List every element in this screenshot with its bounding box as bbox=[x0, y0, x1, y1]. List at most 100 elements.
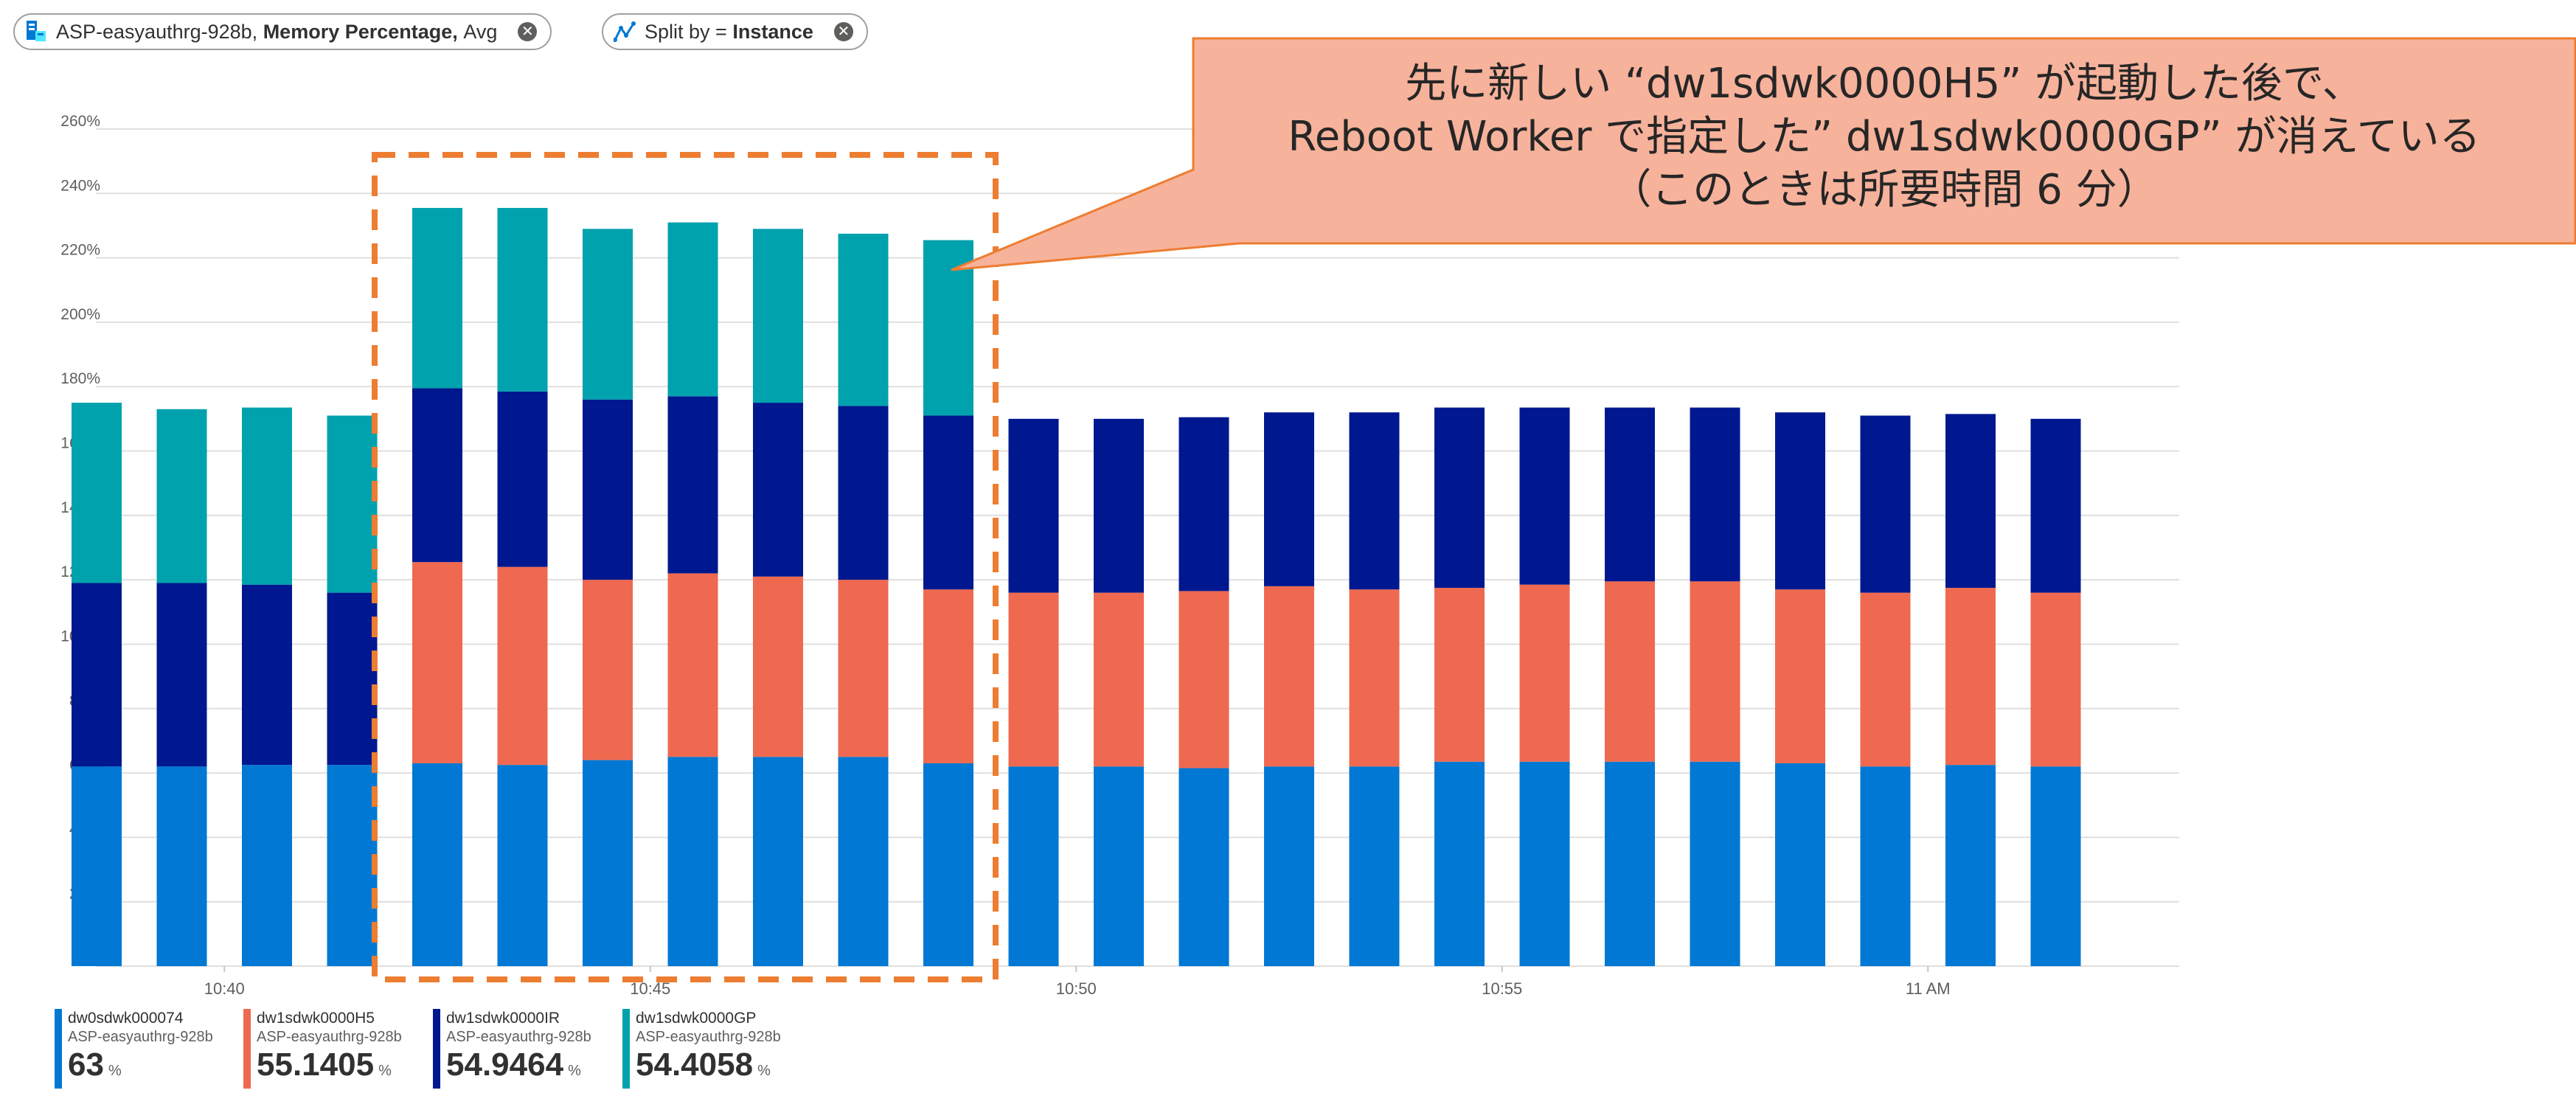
legend-swatch bbox=[55, 1009, 62, 1089]
legend-series-name: dw1sdwk0000H5 bbox=[257, 1009, 402, 1028]
bar-segment bbox=[1775, 412, 1825, 589]
legend-series-value: 63 bbox=[68, 1047, 104, 1083]
bar-segment bbox=[1350, 589, 1400, 766]
bar-segment bbox=[1179, 591, 1229, 768]
bar-segment bbox=[668, 223, 718, 397]
bar-segment bbox=[412, 763, 462, 966]
bar-segment bbox=[1775, 763, 1825, 966]
bar-segment bbox=[1264, 586, 1314, 766]
bar-segment bbox=[72, 583, 122, 767]
callout-line-1: 先に新しい “dw1sdwk0000H5” が起動した後で、 bbox=[1193, 58, 2575, 111]
x-tick-label: 10:50 bbox=[1056, 979, 1097, 998]
bar-segment bbox=[1520, 762, 1570, 966]
legend-swatch bbox=[622, 1009, 630, 1089]
legend-series-name: dw0sdwk000074 bbox=[68, 1009, 213, 1028]
bar-segment bbox=[583, 400, 633, 580]
y-tick-label: 240% bbox=[60, 177, 100, 194]
legend-item[interactable]: dw1sdwk0000GP ASP-easyauthrg-928b 54.405… bbox=[622, 1009, 781, 1089]
bar-segment bbox=[1434, 408, 1485, 588]
legend-series-resource: ASP-easyauthrg-928b bbox=[68, 1028, 213, 1046]
bar-segment bbox=[753, 229, 803, 403]
legend-unit: % bbox=[757, 1063, 771, 1079]
legend-unit: % bbox=[568, 1063, 581, 1079]
bar-segment bbox=[583, 760, 633, 966]
bar-segment bbox=[753, 757, 803, 966]
bar-segment bbox=[839, 757, 889, 966]
y-tick-label: 200% bbox=[60, 306, 100, 323]
bar-segment bbox=[1690, 408, 1740, 582]
callout-annotation: 先に新しい “dw1sdwk0000H5” が起動した後で、 Reboot Wo… bbox=[1193, 38, 2575, 245]
bar-segment bbox=[242, 765, 292, 966]
bar-segment bbox=[157, 766, 207, 966]
bar-segment bbox=[668, 573, 718, 757]
bar-segment bbox=[157, 583, 207, 767]
legend-unit: % bbox=[378, 1063, 392, 1079]
y-tick-label: 220% bbox=[60, 242, 100, 259]
bar-segment bbox=[583, 229, 633, 399]
x-tick-label: 11 AM bbox=[1906, 979, 1951, 998]
bar-segment bbox=[923, 416, 973, 590]
legend-item[interactable]: dw0sdwk000074 ASP-easyauthrg-928b 63% bbox=[55, 1009, 213, 1089]
bar-segment bbox=[1094, 419, 1144, 593]
legend-item[interactable]: dw1sdwk0000IR ASP-easyauthrg-928b 54.946… bbox=[433, 1009, 591, 1089]
callout-line-3: （このときは所要時間 6 分） bbox=[1193, 164, 2575, 217]
bar-segment bbox=[2031, 766, 2081, 966]
bar-segment bbox=[72, 766, 122, 966]
bar-segment bbox=[1264, 766, 1314, 966]
x-tick-label: 10:40 bbox=[204, 979, 245, 998]
bar-segment bbox=[1179, 768, 1229, 966]
bar-segment bbox=[327, 593, 378, 766]
legend-series-value: 54.4058 bbox=[636, 1047, 753, 1083]
bar-segment bbox=[1434, 588, 1485, 762]
bar-segment bbox=[839, 406, 889, 580]
y-tick-label: 180% bbox=[60, 370, 100, 387]
bar-segment bbox=[1009, 766, 1059, 966]
bar-segment bbox=[839, 234, 889, 406]
bar-segment bbox=[157, 409, 207, 583]
bar-segment bbox=[753, 577, 803, 757]
bar-segment bbox=[498, 567, 548, 765]
bar-segment bbox=[412, 562, 462, 763]
callout-line-2: Reboot Worker で指定した” dw1sdwk0000GP” が消えて… bbox=[1193, 111, 2575, 164]
bar-segment bbox=[498, 392, 548, 567]
legend-unit: % bbox=[108, 1063, 122, 1079]
bar-segment bbox=[1861, 416, 1911, 593]
bar-segment bbox=[1350, 766, 1400, 966]
bar-segment bbox=[668, 757, 718, 966]
legend-item[interactable]: dw1sdwk0000H5 ASP-easyauthrg-928b 55.140… bbox=[243, 1009, 402, 1089]
bar-segment bbox=[753, 403, 803, 577]
bar-segment bbox=[327, 765, 378, 966]
bar-segment bbox=[72, 403, 122, 583]
bar-segment bbox=[583, 580, 633, 760]
bar-segment bbox=[1179, 417, 1229, 591]
bar-segment bbox=[242, 585, 292, 765]
legend-series-name: dw1sdwk0000GP bbox=[636, 1009, 781, 1028]
bar-segment bbox=[2031, 593, 2081, 767]
legend-series-name: dw1sdwk0000IR bbox=[446, 1009, 591, 1028]
legend-series-resource: ASP-easyauthrg-928b bbox=[446, 1028, 591, 1046]
bar-segment bbox=[1264, 412, 1314, 586]
bar-segment bbox=[1094, 766, 1144, 966]
bar-segment bbox=[1690, 581, 1740, 761]
legend-swatch bbox=[243, 1009, 251, 1089]
bar-segment bbox=[1775, 589, 1825, 763]
bar-segment bbox=[1520, 408, 1570, 585]
bar-segment bbox=[1605, 581, 1655, 761]
bar-segment bbox=[1009, 593, 1059, 767]
bar-segment bbox=[327, 416, 378, 593]
y-tick-label: 260% bbox=[60, 113, 100, 130]
bar-segment bbox=[412, 208, 462, 388]
bar-segment bbox=[498, 208, 548, 392]
bar-segment bbox=[1434, 762, 1485, 966]
bar-segment bbox=[923, 589, 973, 763]
bar-segment bbox=[1520, 585, 1570, 762]
bar-segment bbox=[1861, 766, 1911, 966]
x-tick-label: 10:55 bbox=[1482, 979, 1522, 998]
bar-segment bbox=[1861, 593, 1911, 767]
bar-segment bbox=[1094, 593, 1144, 767]
bar-segment bbox=[1605, 762, 1655, 966]
bar-segment bbox=[1945, 414, 1996, 588]
bar-segment bbox=[1009, 419, 1059, 593]
bar-segment bbox=[242, 408, 292, 585]
bar-segment bbox=[1690, 762, 1740, 966]
